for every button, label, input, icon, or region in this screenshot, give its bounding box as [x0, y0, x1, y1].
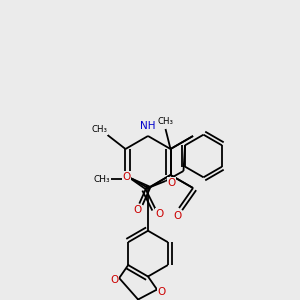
- Text: O: O: [167, 178, 175, 188]
- Text: O: O: [110, 275, 118, 285]
- Text: O: O: [173, 211, 181, 221]
- Text: CH₃: CH₃: [92, 125, 107, 134]
- Text: O: O: [155, 209, 164, 219]
- Text: O: O: [158, 286, 166, 296]
- Text: CH₃: CH₃: [158, 116, 173, 125]
- Text: CH₃: CH₃: [93, 175, 110, 184]
- Text: NH: NH: [140, 121, 156, 131]
- Text: O: O: [134, 205, 142, 215]
- Text: O: O: [122, 172, 130, 182]
